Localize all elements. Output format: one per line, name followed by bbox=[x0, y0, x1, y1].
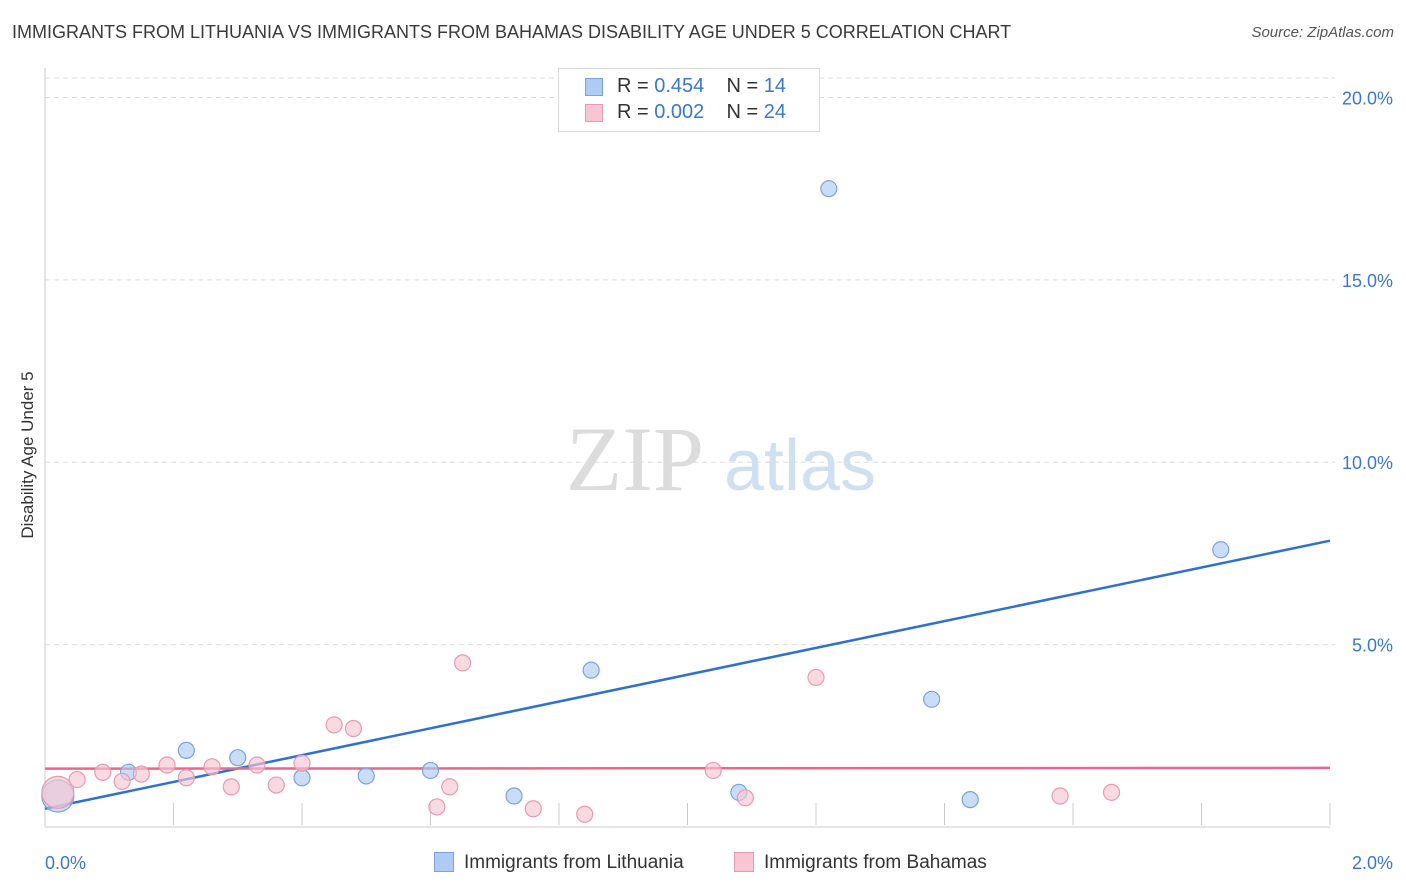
y-tick-label: 10.0% bbox=[1342, 453, 1393, 473]
point-bahamas bbox=[293, 754, 311, 772]
point-bahamas bbox=[807, 668, 825, 687]
point-bahamas bbox=[41, 775, 75, 809]
series-swatch-lithuania bbox=[434, 852, 454, 872]
point-bahamas bbox=[524, 800, 542, 818]
point-bahamas bbox=[158, 756, 176, 774]
label-layer: 5.0% 10.0% 15.0% 20.0% 0.0% 2.0% Disability Ag… bbox=[18, 88, 1393, 873]
point-bahamas bbox=[132, 765, 150, 783]
point-bahamas bbox=[736, 789, 754, 807]
point-bahamas bbox=[203, 758, 221, 776]
legend-r-value: 0.002 bbox=[654, 101, 705, 123]
trendline-bahamas bbox=[44, 766, 1331, 770]
point-lithuania bbox=[961, 791, 979, 809]
point-bahamas bbox=[441, 778, 459, 796]
point-lithuania bbox=[177, 741, 195, 760]
point-bahamas bbox=[1102, 783, 1121, 801]
legend-r-label: R = bbox=[617, 75, 655, 97]
series-label-bahamas: Immigrants from Bahamas bbox=[764, 852, 987, 873]
point-bahamas bbox=[576, 805, 594, 823]
trend-layer bbox=[44, 539, 1331, 810]
point-bahamas bbox=[704, 761, 722, 780]
point-lithuania bbox=[820, 180, 838, 198]
watermark-atlas: atlas bbox=[724, 426, 876, 506]
points-layer bbox=[41, 180, 1230, 823]
legend-n-value: 14 bbox=[763, 75, 787, 97]
point-bahamas bbox=[177, 769, 195, 787]
series-label-lithuania: Immigrants from Lithuania bbox=[464, 852, 684, 873]
y-axis-title: Disability Age Under 5 bbox=[18, 371, 37, 538]
point-lithuania bbox=[505, 787, 523, 805]
point-lithuania bbox=[229, 749, 247, 767]
source-label: Source: ZipAtlas.com bbox=[1251, 24, 1394, 41]
point-lithuania bbox=[1212, 541, 1230, 559]
point-bahamas bbox=[248, 756, 266, 774]
legend-n-label: N = bbox=[726, 75, 764, 97]
point-bahamas bbox=[68, 770, 86, 789]
x-tick-label: 2.0% bbox=[1352, 853, 1393, 873]
y-tick-label: 20.0% bbox=[1342, 88, 1393, 108]
point-bahamas bbox=[428, 798, 446, 816]
legend-text-lithuania: R = 0.454 N = 14 bbox=[617, 75, 786, 98]
point-lithuania bbox=[293, 769, 311, 787]
legend-swatch-lithuania bbox=[585, 78, 603, 96]
point-lithuania bbox=[582, 661, 600, 679]
x-tick-label: 0.0% bbox=[45, 853, 86, 873]
watermark: ZIP atlas bbox=[566, 408, 876, 510]
legend-n-label: N = bbox=[726, 101, 764, 123]
point-bahamas bbox=[267, 776, 285, 794]
y-tick-label: 5.0% bbox=[1352, 636, 1393, 656]
point-bahamas bbox=[113, 772, 131, 791]
point-bahamas bbox=[344, 719, 362, 738]
legend-r-label: R = bbox=[617, 101, 655, 123]
series-legend-bahamas: Immigrants from Bahamas bbox=[734, 852, 987, 874]
point-lithuania bbox=[923, 690, 941, 708]
point-lithuania bbox=[357, 767, 375, 785]
point-bahamas bbox=[325, 716, 343, 734]
axis-layer bbox=[44, 68, 1331, 828]
point-bahamas bbox=[454, 654, 472, 672]
chart-title: IMMIGRANTS FROM LITHUANIA VS IMMIGRANTS … bbox=[12, 22, 1012, 42]
series-swatch-bahamas bbox=[734, 852, 754, 872]
watermark-zip: ZIP bbox=[566, 408, 704, 510]
point-bahamas bbox=[1051, 787, 1069, 805]
legend-r-value: 0.454 bbox=[654, 75, 705, 97]
point-lithuania bbox=[421, 761, 440, 780]
point-bahamas bbox=[94, 763, 112, 781]
y-tick-label: 15.0% bbox=[1342, 271, 1393, 291]
legend-swatch-bahamas bbox=[585, 104, 603, 122]
legend-n-value: 24 bbox=[763, 101, 787, 123]
grid-layer bbox=[45, 77, 1335, 646]
series-legend-lithuania: Immigrants from Lithuania bbox=[434, 852, 684, 874]
legend-text-bahamas: R = 0.002 N = 24 bbox=[617, 101, 786, 124]
point-bahamas bbox=[222, 778, 240, 796]
correlation-legend: R = 0.454 N = 14 R = 0.002 N = 24 bbox=[558, 68, 820, 132]
